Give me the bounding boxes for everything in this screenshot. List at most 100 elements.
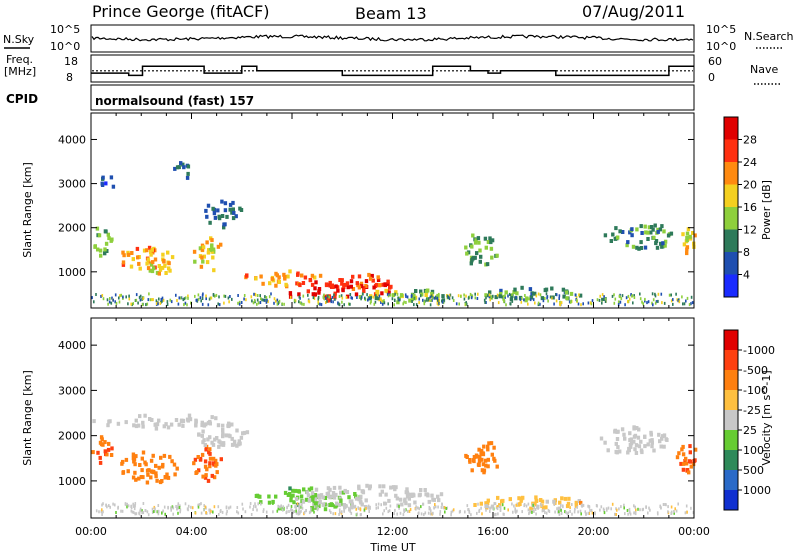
data-cell [412, 293, 416, 298]
data-cell [565, 504, 570, 509]
data-cell [402, 513, 405, 517]
data-cell [468, 458, 472, 462]
data-cell [261, 298, 263, 302]
data-cell [393, 303, 395, 307]
data-cell [208, 451, 212, 456]
data-cell [163, 505, 166, 509]
data-cell [410, 494, 414, 498]
data-cell [629, 510, 631, 514]
data-cell [334, 297, 336, 301]
data-cell [208, 508, 210, 512]
data-cell [230, 422, 234, 427]
data-cell [311, 494, 315, 499]
data-cell [289, 295, 292, 299]
data-cell [618, 449, 622, 454]
data-cell [634, 451, 639, 455]
x-tick-label: 20:00 [578, 525, 610, 538]
data-cell [465, 301, 467, 305]
data-cell [596, 504, 598, 508]
data-cell [629, 512, 632, 516]
data-cell [528, 297, 531, 301]
data-cell [667, 505, 669, 509]
data-cell [423, 513, 425, 517]
data-cell [121, 250, 125, 255]
data-cell [157, 512, 160, 516]
data-cell [616, 508, 618, 512]
data-cell [402, 302, 404, 306]
data-cell [611, 502, 614, 506]
data-cell [675, 292, 677, 296]
data-cell [133, 507, 136, 511]
data-cell [658, 439, 662, 444]
data-cell [175, 466, 179, 471]
data-cell [138, 463, 142, 467]
data-cell [313, 510, 315, 514]
data-cell [386, 292, 389, 296]
data-cell [209, 296, 212, 300]
data-cell [383, 501, 387, 506]
data-cell [381, 282, 385, 287]
data-cell [345, 281, 350, 286]
data-cell [237, 439, 241, 444]
data-cell [100, 294, 102, 298]
data-cell [213, 505, 216, 509]
data-cell [664, 503, 666, 506]
data-cell [621, 230, 625, 234]
data-cell [352, 502, 354, 506]
data-cell [405, 301, 407, 304]
data-cell [601, 293, 604, 297]
data-cell [575, 296, 578, 300]
data-cell [589, 301, 592, 305]
velocity-colorbar-label-text: Velocity [m s^-1] [760, 370, 773, 465]
data-cell [667, 510, 669, 514]
data-cell [634, 511, 637, 515]
data-cell [229, 505, 232, 509]
data-cell [328, 297, 332, 302]
data-cell [515, 503, 517, 507]
data-cell [382, 484, 386, 489]
data-cell [98, 455, 102, 460]
data-cell [359, 494, 363, 499]
data-cell [110, 446, 114, 451]
data-cell [134, 424, 139, 429]
colorbar-tick-label: -25 [743, 404, 761, 417]
data-cell [299, 510, 301, 514]
data-cell [332, 300, 334, 304]
data-cell [378, 484, 382, 489]
data-cell [293, 510, 296, 513]
data-cell [360, 295, 363, 299]
data-cell [433, 296, 436, 300]
data-cell [287, 503, 290, 507]
data-cell [404, 293, 407, 297]
data-cell [650, 440, 654, 445]
data-cell [323, 507, 328, 512]
data-cell [558, 500, 562, 505]
data-cell [558, 294, 561, 298]
data-cell [683, 302, 686, 306]
data-cell [473, 503, 477, 507]
data-cell [217, 302, 219, 306]
data-cell [141, 420, 145, 425]
data-cell [338, 508, 341, 512]
data-cell [241, 431, 245, 436]
freq-tick-top: 18 [64, 55, 78, 68]
data-cell [458, 302, 460, 306]
data-cell [300, 509, 302, 513]
data-cell [218, 295, 220, 299]
data-cell [221, 432, 225, 436]
data-cell [310, 507, 312, 511]
data-cell [262, 298, 265, 302]
data-cell [210, 238, 214, 243]
colorbar-segment [724, 139, 738, 162]
data-cell [231, 200, 235, 205]
data-cell [203, 475, 208, 480]
data-cell [364, 284, 368, 288]
data-cell [215, 436, 219, 440]
data-cell [283, 302, 285, 306]
colorbar-tick-label: 4 [743, 269, 750, 282]
data-cell [519, 496, 524, 501]
data-cell [135, 246, 140, 251]
data-cell [206, 203, 211, 208]
data-cell [201, 297, 204, 300]
